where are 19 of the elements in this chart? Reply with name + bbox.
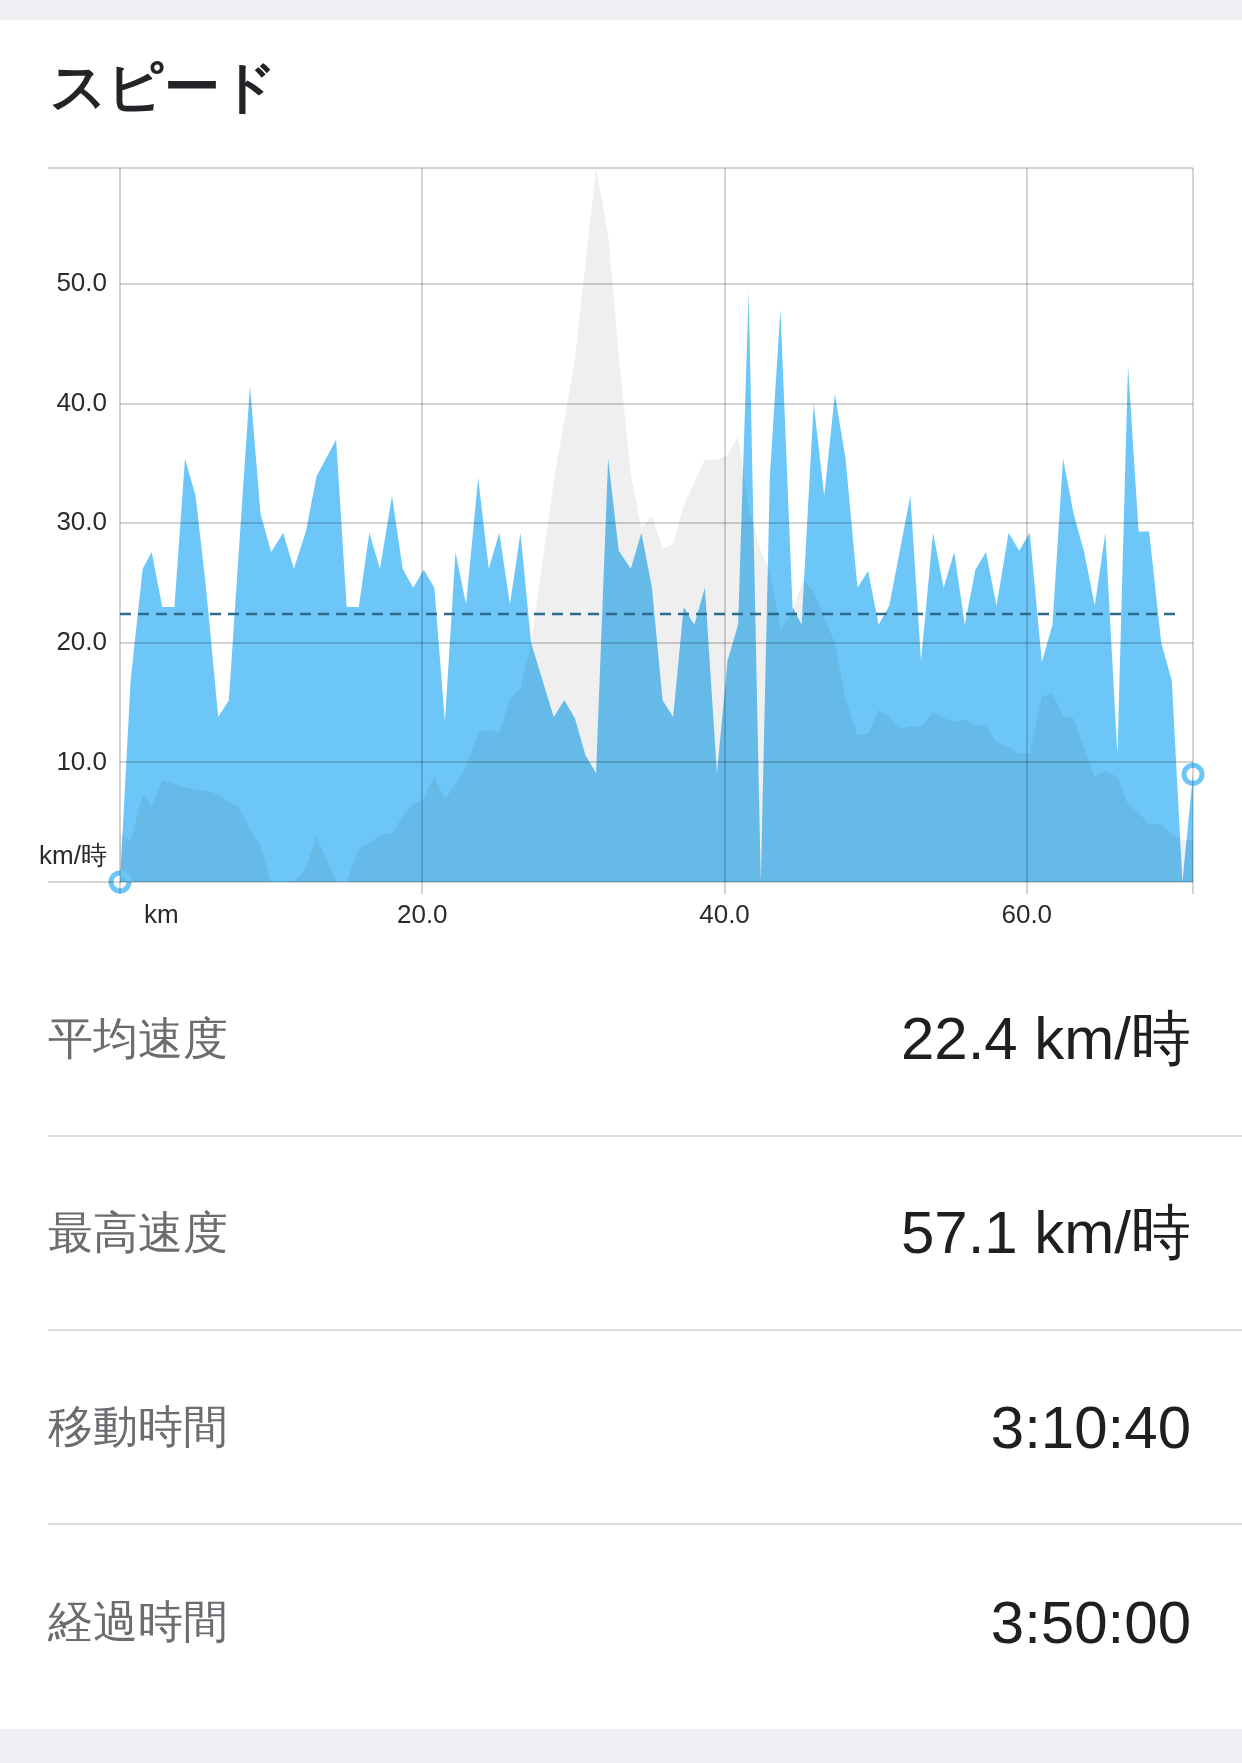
text: 57.1 km/時 <box>900 1197 1191 1268</box>
y-tick-label: 50.0 <box>56 267 107 298</box>
y-tick-label: 20.0 <box>56 625 107 656</box>
chart-title: スピード <box>50 55 277 118</box>
x-tick-label: 40.0 <box>699 898 750 929</box>
text: 最高速度 <box>48 1206 228 1260</box>
text: 経過時間 <box>48 1595 228 1649</box>
y-tick-label: 40.0 <box>56 386 107 417</box>
text: 移動時間 <box>48 1400 228 1454</box>
x-tick-label: 20.0 <box>396 898 448 929</box>
x-axis-title: km <box>144 898 179 929</box>
y-tick-label: 30.0 <box>56 506 107 537</box>
y-axis-title: km/時 <box>39 840 107 871</box>
text: 22.4 km/時 <box>900 1003 1191 1074</box>
text: 3:50:00 <box>990 1587 1191 1657</box>
y-tick-label: 10.0 <box>56 745 107 776</box>
text: 3:10:40 <box>990 1392 1191 1462</box>
x-tick-label: 60.0 <box>1001 898 1053 929</box>
text: 平均速度 <box>48 1012 228 1066</box>
